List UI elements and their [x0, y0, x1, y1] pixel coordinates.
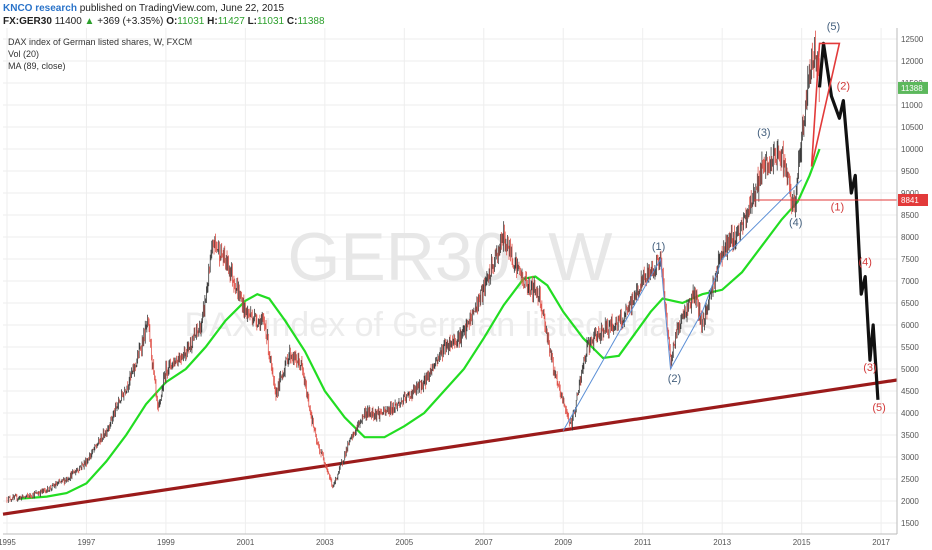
price-tag-bg [898, 193, 928, 206]
y-tick-label: 2500 [901, 475, 919, 484]
grid [3, 28, 897, 534]
wave-label-blue: (1) [652, 241, 665, 253]
candles [6, 30, 820, 503]
low-label: L: [247, 16, 258, 27]
x-tick-label: 2015 [793, 538, 811, 547]
y-tick-label: 5500 [901, 343, 919, 352]
x-tick-label: 2013 [713, 538, 731, 547]
x-tick-label: 2003 [316, 538, 334, 547]
open-label: O: [166, 16, 178, 27]
ohlc-line: FX:GER30 11400 ▲ +369 (+3.35%) O:11031 H… [3, 15, 923, 28]
wave-label-red: (2) [837, 81, 850, 93]
watermark: GER30, W DAX index of German listed shar… [184, 219, 715, 344]
price-tag-label: 11388 [901, 84, 923, 93]
price-tag-label: 8841 [901, 196, 919, 205]
watermark-symbol: GER30, W [288, 219, 613, 295]
legend-volume[interactable]: Vol (20) [8, 49, 40, 59]
y-tick-label: 3500 [901, 431, 919, 440]
wave-label-red: (1) [831, 202, 844, 214]
x-tick-label: 2007 [475, 538, 493, 547]
high-label: H: [207, 16, 218, 27]
x-tick-label: 2009 [554, 538, 572, 547]
close-label: C: [286, 16, 298, 27]
wave-label-blue: (2) [668, 373, 681, 385]
y-tick-label: 3000 [901, 453, 919, 462]
y-tick-label: 9000 [901, 189, 919, 198]
y-tick-label: 7000 [901, 277, 919, 286]
x-tick-label: 1995 [0, 538, 16, 547]
y-tick-label: 2000 [901, 497, 919, 506]
last-price: 11400 [54, 16, 82, 27]
wave-label-red: (3) [863, 362, 876, 374]
legend-ma[interactable]: MA (89, close) [8, 61, 66, 71]
wave-label-red: (5) [872, 402, 885, 414]
y-tick-label: 10500 [901, 123, 924, 132]
wave-label-blue: (5) [827, 21, 840, 33]
low-value: 11031 [257, 16, 285, 27]
y-tick-label: 8500 [901, 211, 919, 220]
up-arrow-icon: ▲ [84, 16, 95, 27]
publisher-line: KNCO research published on TradingView.c… [3, 2, 923, 15]
y-tick-label: 4500 [901, 387, 919, 396]
x-tick-label: 2001 [236, 538, 254, 547]
symbol[interactable]: FX:GER30 [3, 16, 52, 27]
close-value: 11388 [297, 16, 325, 27]
y-tick-label: 12000 [901, 57, 924, 66]
y-tick-label: 12500 [901, 35, 924, 44]
y-tick-label: 1500 [901, 519, 919, 528]
y-tick-label: 11000 [901, 101, 923, 110]
change: +369 (+3.35%) [97, 16, 164, 27]
wave-label-red: (4) [858, 257, 871, 269]
high-value: 11427 [217, 16, 245, 27]
published-text: published on TradingView.com, June 22, 2… [79, 3, 285, 14]
y-tick-label: 4000 [901, 409, 919, 418]
x-tick-label: 1997 [78, 538, 96, 547]
annotations: (1) (2) (3) (4) (5) (2) (1) (4) (3) (5) [562, 21, 886, 431]
wedge-outline [810, 42, 841, 167]
y-tick-label: 6000 [901, 321, 919, 330]
x-tick-label: 2005 [395, 538, 413, 547]
x-axis: 1995 1997 1999 2001 2003 2005 2007 2009 2011 2013… [0, 533, 897, 547]
y-tick-label: 5000 [901, 365, 919, 374]
legend-title[interactable]: DAX index of German listed shares, W, FX… [8, 37, 193, 47]
x-tick-label: 2017 [872, 538, 890, 547]
projection [810, 41, 880, 400]
author-link[interactable]: KNCO research [3, 3, 77, 14]
y-tick-label: 8000 [901, 233, 919, 242]
trendline [2, 378, 898, 516]
open-value: 11031 [177, 16, 205, 27]
y-tick-label: 7500 [901, 255, 919, 264]
legend: DAX index of German listed shares, W, FX… [8, 36, 192, 72]
wave-label-blue: (3) [757, 127, 770, 139]
support-trendline [2, 378, 898, 516]
x-tick-label: 1999 [157, 538, 175, 547]
y-tick-label: 10000 [901, 145, 924, 154]
wave-connector [562, 179, 802, 431]
y-axis: 1500 2000 2500 3000 3500 4000 4500 5000 5500 6000… [896, 28, 928, 534]
y-tick-label: 9500 [901, 167, 919, 176]
price-tag-bg [898, 81, 928, 94]
x-tick-label: 2011 [634, 538, 652, 547]
wave-label-blue: (4) [789, 217, 802, 229]
chart-header: KNCO research published on TradingView.c… [3, 2, 923, 30]
y-tick-label: 6500 [901, 299, 919, 308]
projection-path [817, 41, 880, 400]
